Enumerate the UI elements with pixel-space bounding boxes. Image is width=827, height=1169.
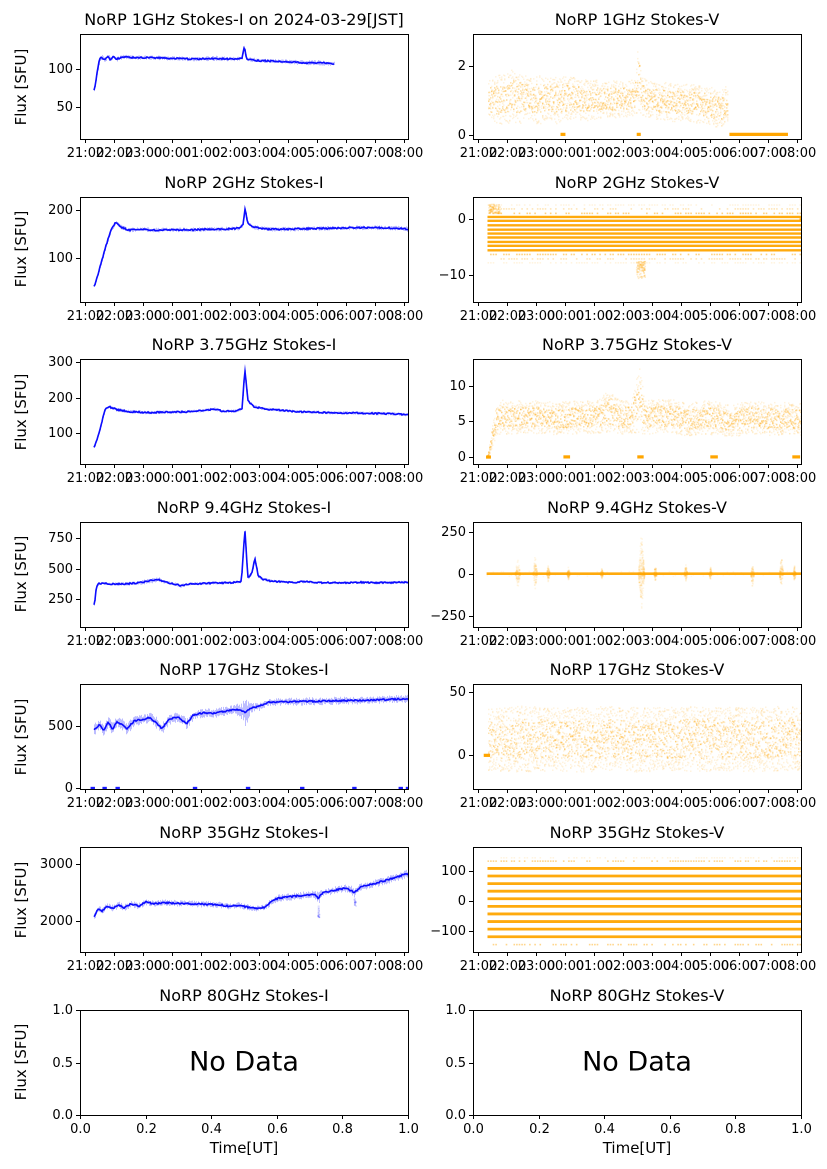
title-35ghz-stokes-i: NoRP 35GHz Stokes-I xyxy=(159,823,329,842)
xlabel-time-right: Time[UT] xyxy=(602,1139,672,1157)
title-80ghz-stokes-i: NoRP 80GHz Stokes-I xyxy=(159,986,329,1005)
no-data-label-80ghz-v: No Data xyxy=(582,1046,692,1078)
title-2ghz-stokes-v: NoRP 2GHz Stokes-V xyxy=(554,173,720,192)
title-17ghz-stokes-i: NoRP 17GHz Stokes-I xyxy=(159,660,329,679)
xlabel-time-left: Time[UT] xyxy=(209,1139,279,1157)
title-1ghz-stokes-i: NoRP 1GHz Stokes-I on 2024-03-29[JST] xyxy=(84,10,404,29)
ylabel-flux-row5: Flux [SFU] xyxy=(12,698,30,776)
title-1ghz-stokes-v: NoRP 1GHz Stokes-V xyxy=(554,10,720,29)
ylabel-flux-row7: Flux [SFU] xyxy=(12,1023,30,1101)
title-35ghz-stokes-v: NoRP 35GHz Stokes-V xyxy=(549,823,725,842)
title-17ghz-stokes-v: NoRP 17GHz Stokes-V xyxy=(549,660,725,679)
no-data-label-80ghz-i: No Data xyxy=(189,1046,299,1078)
title-80ghz-stokes-v: NoRP 80GHz Stokes-V xyxy=(549,986,725,1005)
title-9-4ghz-stokes-v: NoRP 9.4GHz Stokes-V xyxy=(547,498,727,517)
ylabel-flux-row2: Flux [SFU] xyxy=(12,210,30,288)
ylabel-flux-row4: Flux [SFU] xyxy=(12,535,30,613)
ylabel-flux-row6: Flux [SFU] xyxy=(12,861,30,939)
title-9-4ghz-stokes-i: NoRP 9.4GHz Stokes-I xyxy=(156,498,332,517)
title-2ghz-stokes-i: NoRP 2GHz Stokes-I xyxy=(164,173,324,192)
ylabel-flux-row1: Flux [SFU] xyxy=(12,48,30,126)
title-3-75ghz-stokes-i: NoRP 3.75GHz Stokes-I xyxy=(151,335,337,354)
ylabel-flux-row3: Flux [SFU] xyxy=(12,373,30,451)
title-3-75ghz-stokes-v: NoRP 3.75GHz Stokes-V xyxy=(541,335,733,354)
